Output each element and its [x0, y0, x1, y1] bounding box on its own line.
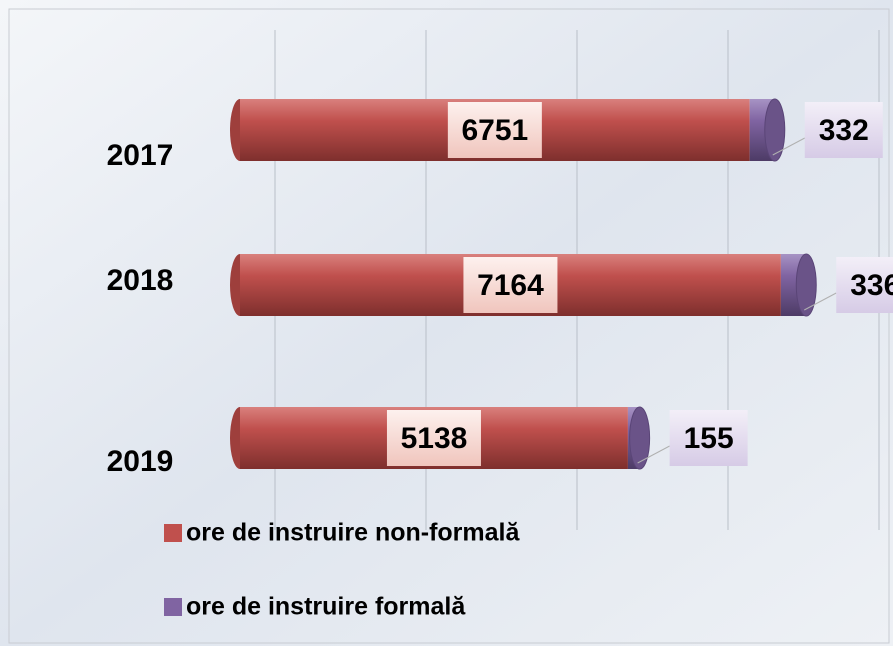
legend-label: ore de instruire formală — [186, 593, 466, 621]
value-label: 5138 — [401, 422, 468, 455]
category-label: 2017 — [107, 139, 174, 172]
category-label: 2018 — [107, 264, 174, 297]
legend-label: ore de instruire non-formală — [186, 519, 520, 547]
value-label: 6751 — [461, 114, 528, 147]
value-label: 332 — [819, 114, 869, 147]
legend-swatch — [164, 524, 182, 542]
value-label: 155 — [684, 422, 734, 455]
background — [0, 0, 893, 646]
value-label: 336 — [850, 269, 893, 302]
bar-cap — [796, 254, 816, 316]
category-label: 2019 — [107, 445, 174, 478]
chart: 2017 6751 332 2018 7164 336 2019 5138 155 ore de … — [0, 0, 893, 646]
value-label: 7164 — [477, 269, 544, 302]
legend-swatch — [164, 598, 182, 616]
bar-cap — [765, 99, 785, 161]
bar-cap — [630, 407, 650, 469]
